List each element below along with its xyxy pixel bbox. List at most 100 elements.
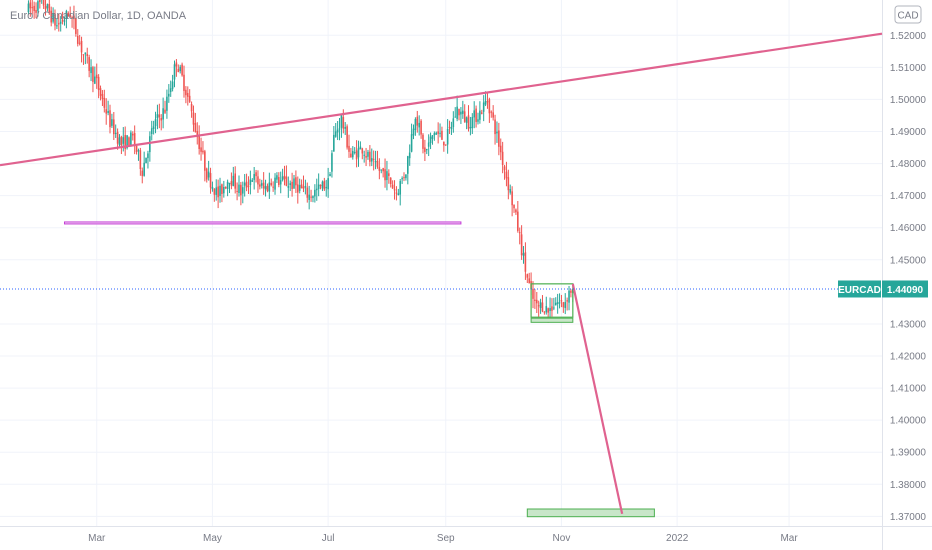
candle-body xyxy=(407,156,409,174)
y-tick-label: 1.52000 xyxy=(890,31,927,42)
candle-body xyxy=(296,184,299,193)
candle-body xyxy=(477,119,479,122)
candle-body xyxy=(69,13,71,17)
candle-body xyxy=(393,189,396,191)
y-tick-label: 1.49000 xyxy=(890,127,927,138)
candle-body xyxy=(27,3,30,13)
candle-body xyxy=(435,132,438,135)
candle-body xyxy=(245,181,248,188)
candle-body xyxy=(56,25,58,27)
candle-body xyxy=(513,204,515,209)
candle-body xyxy=(388,173,390,176)
candle-body xyxy=(236,190,238,192)
candle-body xyxy=(278,177,280,185)
candle-body xyxy=(467,115,470,129)
candle-body xyxy=(223,187,225,194)
candle-body xyxy=(80,40,83,53)
candle-body xyxy=(429,136,432,144)
candle-body xyxy=(279,180,282,185)
candle-body xyxy=(553,307,555,309)
y-tick-label: 1.38000 xyxy=(890,480,927,491)
x-tick-label: May xyxy=(203,533,222,544)
candle-body xyxy=(372,158,375,160)
time-axis[interactable]: Mar May Jul Sep Nov 2022 Mar xyxy=(88,533,798,544)
candle-body xyxy=(61,19,64,22)
candle-body xyxy=(257,176,259,185)
candle-body xyxy=(473,110,475,118)
candle-body xyxy=(109,110,111,128)
candle-body xyxy=(33,5,35,11)
candle-body xyxy=(150,128,153,135)
candle-body xyxy=(44,5,47,10)
candle-body xyxy=(408,152,411,159)
price-axis[interactable]: 1.52000 1.51000 1.50000 1.49000 1.48000 1.470… xyxy=(890,31,927,523)
candle-body xyxy=(95,74,98,79)
candle-body xyxy=(200,147,202,152)
candle-body xyxy=(518,232,521,234)
y-tick-label: 1.47000 xyxy=(890,191,927,202)
price-tag: EURCAD 1.44090 xyxy=(838,280,928,298)
trendline xyxy=(0,32,883,167)
candle-body xyxy=(391,184,394,189)
candle-body xyxy=(545,306,548,313)
candle-body xyxy=(515,209,517,213)
candle-body xyxy=(107,111,109,113)
projection-line xyxy=(571,283,624,515)
candle-body xyxy=(522,253,525,256)
candle-body xyxy=(403,177,405,179)
candle-body xyxy=(547,308,549,313)
candle-body xyxy=(418,122,420,128)
candle-body xyxy=(82,54,85,56)
candle-body xyxy=(511,191,513,206)
candle-body xyxy=(52,13,54,22)
candle-body xyxy=(181,64,183,76)
candle-body xyxy=(243,182,246,186)
candle-body xyxy=(352,150,354,158)
candle-body xyxy=(327,178,329,190)
candle-body xyxy=(370,158,373,162)
candle-body xyxy=(568,290,570,303)
candle-body xyxy=(141,170,144,177)
candle-body xyxy=(374,161,377,163)
candle-body xyxy=(306,187,309,198)
y-tick-label: 1.51000 xyxy=(890,63,927,74)
candle-body xyxy=(90,67,92,74)
candle-body xyxy=(149,136,151,153)
candle-body xyxy=(482,102,485,112)
candle-body xyxy=(389,177,392,185)
candle-body xyxy=(196,131,199,138)
candle-body xyxy=(414,119,417,131)
candle-body xyxy=(50,10,53,23)
candle-body xyxy=(152,126,155,129)
candle-body xyxy=(378,166,381,171)
candle-body xyxy=(315,188,318,191)
y-tick-label: 1.39000 xyxy=(890,448,927,459)
candle-body xyxy=(232,175,235,187)
candle-body xyxy=(386,171,388,181)
candle-body xyxy=(412,128,415,136)
candle-body xyxy=(480,112,483,114)
candle-body xyxy=(29,2,32,9)
candle-body xyxy=(154,119,157,127)
candle-body xyxy=(479,110,481,120)
candle-body xyxy=(539,302,542,308)
candle-body xyxy=(554,302,557,306)
x-tick-label: Mar xyxy=(88,533,106,544)
candle-body xyxy=(463,111,466,122)
candle-body xyxy=(526,274,529,278)
candle-body xyxy=(219,185,221,196)
candle-body xyxy=(543,311,546,313)
candle-body xyxy=(501,151,504,166)
x-tick-label: Jul xyxy=(322,533,335,544)
candle-body xyxy=(116,131,119,144)
currency-badge-label: CAD xyxy=(897,11,918,22)
candle-body xyxy=(314,189,316,197)
candle-body xyxy=(528,278,530,284)
candle-body xyxy=(532,288,534,299)
candle-body xyxy=(105,109,108,114)
candle-body xyxy=(308,194,310,200)
currency-badge[interactable]: CAD xyxy=(894,5,922,24)
candle-body xyxy=(321,181,324,189)
